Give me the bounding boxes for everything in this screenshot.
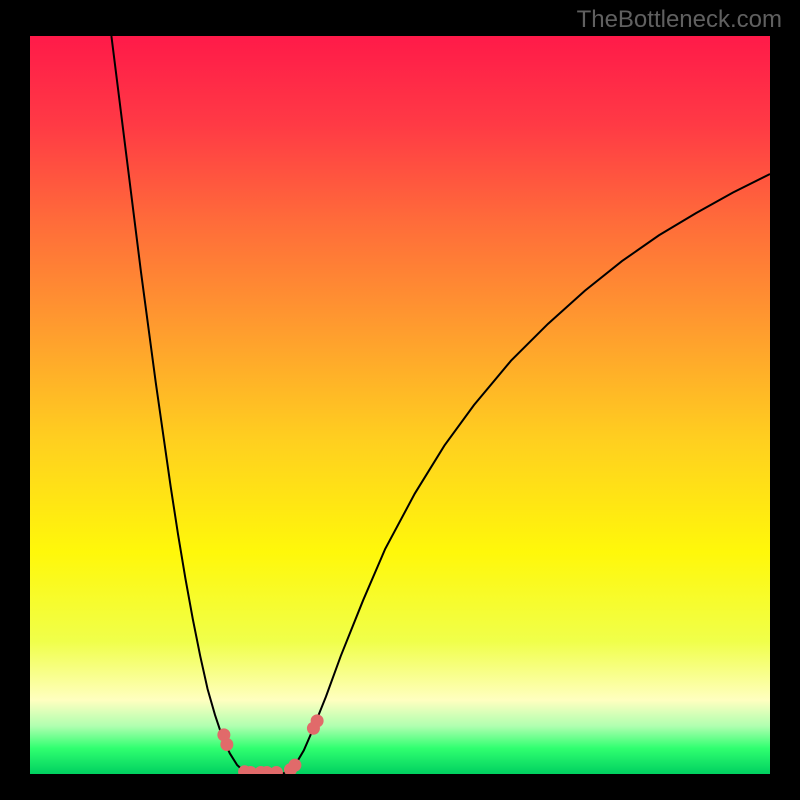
data-marker — [288, 759, 301, 772]
chart-frame: TheBottleneck.com — [0, 0, 800, 800]
watermark-text: TheBottleneck.com — [577, 6, 782, 34]
plot-area — [30, 36, 770, 774]
bottleneck-curve-chart — [30, 36, 770, 774]
data-marker — [220, 738, 233, 751]
gradient-background — [30, 36, 770, 774]
data-marker — [311, 714, 324, 727]
